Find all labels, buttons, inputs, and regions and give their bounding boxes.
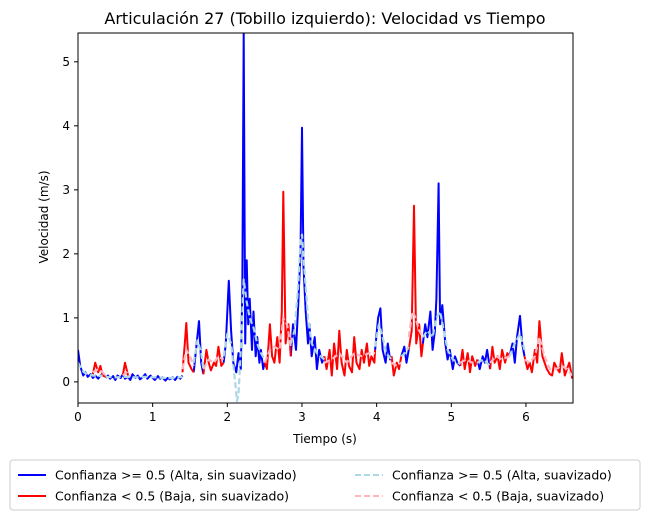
chart-title: Articulación 27 (Tobillo izquierdo): Vel… (104, 9, 545, 28)
series-3-line-segment-6 (391, 361, 402, 367)
legend-label-0: Confianza >= 0.5 (Alta, sin suavizado) (55, 468, 297, 483)
legend-label-3: Confianza < 0.5 (Baja, suavizado) (392, 489, 604, 504)
series-2-line-segment-1 (105, 375, 183, 380)
y-tick-label-2: 2 (62, 247, 70, 261)
plot-frame (77, 32, 574, 404)
series-3-line-segment-8 (459, 358, 478, 364)
series-3-line-segment-7 (407, 310, 424, 338)
series-1-line-segment-1 (121, 361, 129, 376)
series-1-line-segment-10 (523, 320, 573, 379)
y-tick-label-4: 4 (62, 119, 70, 133)
x-tick-label-5: 5 (447, 410, 455, 424)
series-2-line-segment-0 (78, 362, 103, 378)
series-lines (78, 33, 573, 403)
series-0-line-segment-8 (476, 348, 492, 371)
series-0-line-segment-7 (421, 182, 462, 371)
series-3-line-segment-4 (263, 316, 292, 364)
series-2-line-segment-5 (374, 323, 393, 361)
series-3-line-segment-9 (489, 355, 510, 364)
series-2-line-segment-7 (422, 310, 461, 365)
series-3-line-segment-1 (122, 371, 132, 377)
series-2-line-segment-8 (476, 358, 491, 367)
series-1-line-segment-4 (263, 190, 292, 371)
legend-frame (9, 459, 641, 511)
legend: Confianza >= 0.5 (Alta, sin suavizado) Co… (9, 459, 641, 511)
x-tick-label-3: 3 (298, 410, 306, 424)
series-0-line-segment-9 (508, 314, 526, 364)
x-tick-label-0: 0 (74, 410, 82, 424)
x-tick-label-1: 1 (149, 410, 157, 424)
y-tick-label-5: 5 (62, 55, 70, 69)
series-1-line-segment-8 (459, 348, 479, 374)
series-3-line-segment-10 (523, 336, 573, 377)
y-tick-label-0: 0 (62, 375, 70, 389)
legend-label-1: Confianza < 0.5 (Baja, sin suavizado) (55, 489, 289, 504)
x-tick-label-4: 4 (373, 410, 381, 424)
y-axis-label: Velocidad (m/s) (37, 170, 51, 263)
plot-area: 0 1 2 3 4 5 6 0 1 2 3 4 5 (62, 32, 574, 424)
series-0-line-segment-6 (400, 345, 410, 364)
series-1-line-segment-7 (407, 204, 424, 358)
series-3-line-segment-5 (323, 352, 376, 364)
x-axis-label: Tiempo (s) (292, 432, 357, 446)
series-1-line-segment-9 (489, 345, 511, 371)
x-tick-label-2: 2 (224, 410, 232, 424)
series-2-line-segment-3 (222, 278, 266, 403)
series-3-line-segment-2 (181, 348, 195, 370)
y-tick-label-3: 3 (62, 183, 70, 197)
x-tick-label-6: 6 (522, 410, 530, 424)
series-1-line-segment-0 (91, 361, 106, 378)
series-1-line-segment-2 (181, 322, 195, 373)
series-2-line-segment-9 (508, 332, 526, 357)
legend-label-2: Confianza >= 0.5 (Alta, suavizado) (392, 468, 612, 483)
series-2-line-segment-2 (192, 339, 205, 370)
series-3-line-segment-0 (92, 368, 107, 377)
y-tick-label-1: 1 (62, 311, 70, 325)
series-1-line-segment-3 (202, 345, 225, 375)
series-2-line-segment-6 (400, 346, 410, 358)
series-0-line-segment-4 (289, 126, 326, 371)
